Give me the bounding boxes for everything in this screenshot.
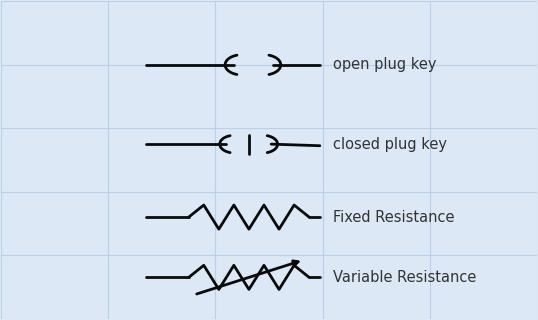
Text: open plug key: open plug key [333, 57, 437, 72]
Text: Fixed Resistance: Fixed Resistance [333, 210, 455, 225]
Text: closed plug key: closed plug key [333, 137, 447, 152]
Text: Variable Resistance: Variable Resistance [333, 270, 477, 285]
